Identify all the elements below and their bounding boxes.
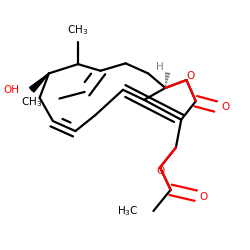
Text: O: O [186,70,194,81]
Polygon shape [30,74,49,92]
Text: H: H [156,62,164,72]
Text: O: O [200,192,208,202]
Text: H$_3$C: H$_3$C [117,205,139,218]
Text: CH$_3$: CH$_3$ [68,23,88,37]
Text: OH: OH [3,85,19,95]
Text: CH$_3$: CH$_3$ [21,96,42,110]
Text: O: O [221,102,229,112]
Text: O: O [157,166,165,176]
